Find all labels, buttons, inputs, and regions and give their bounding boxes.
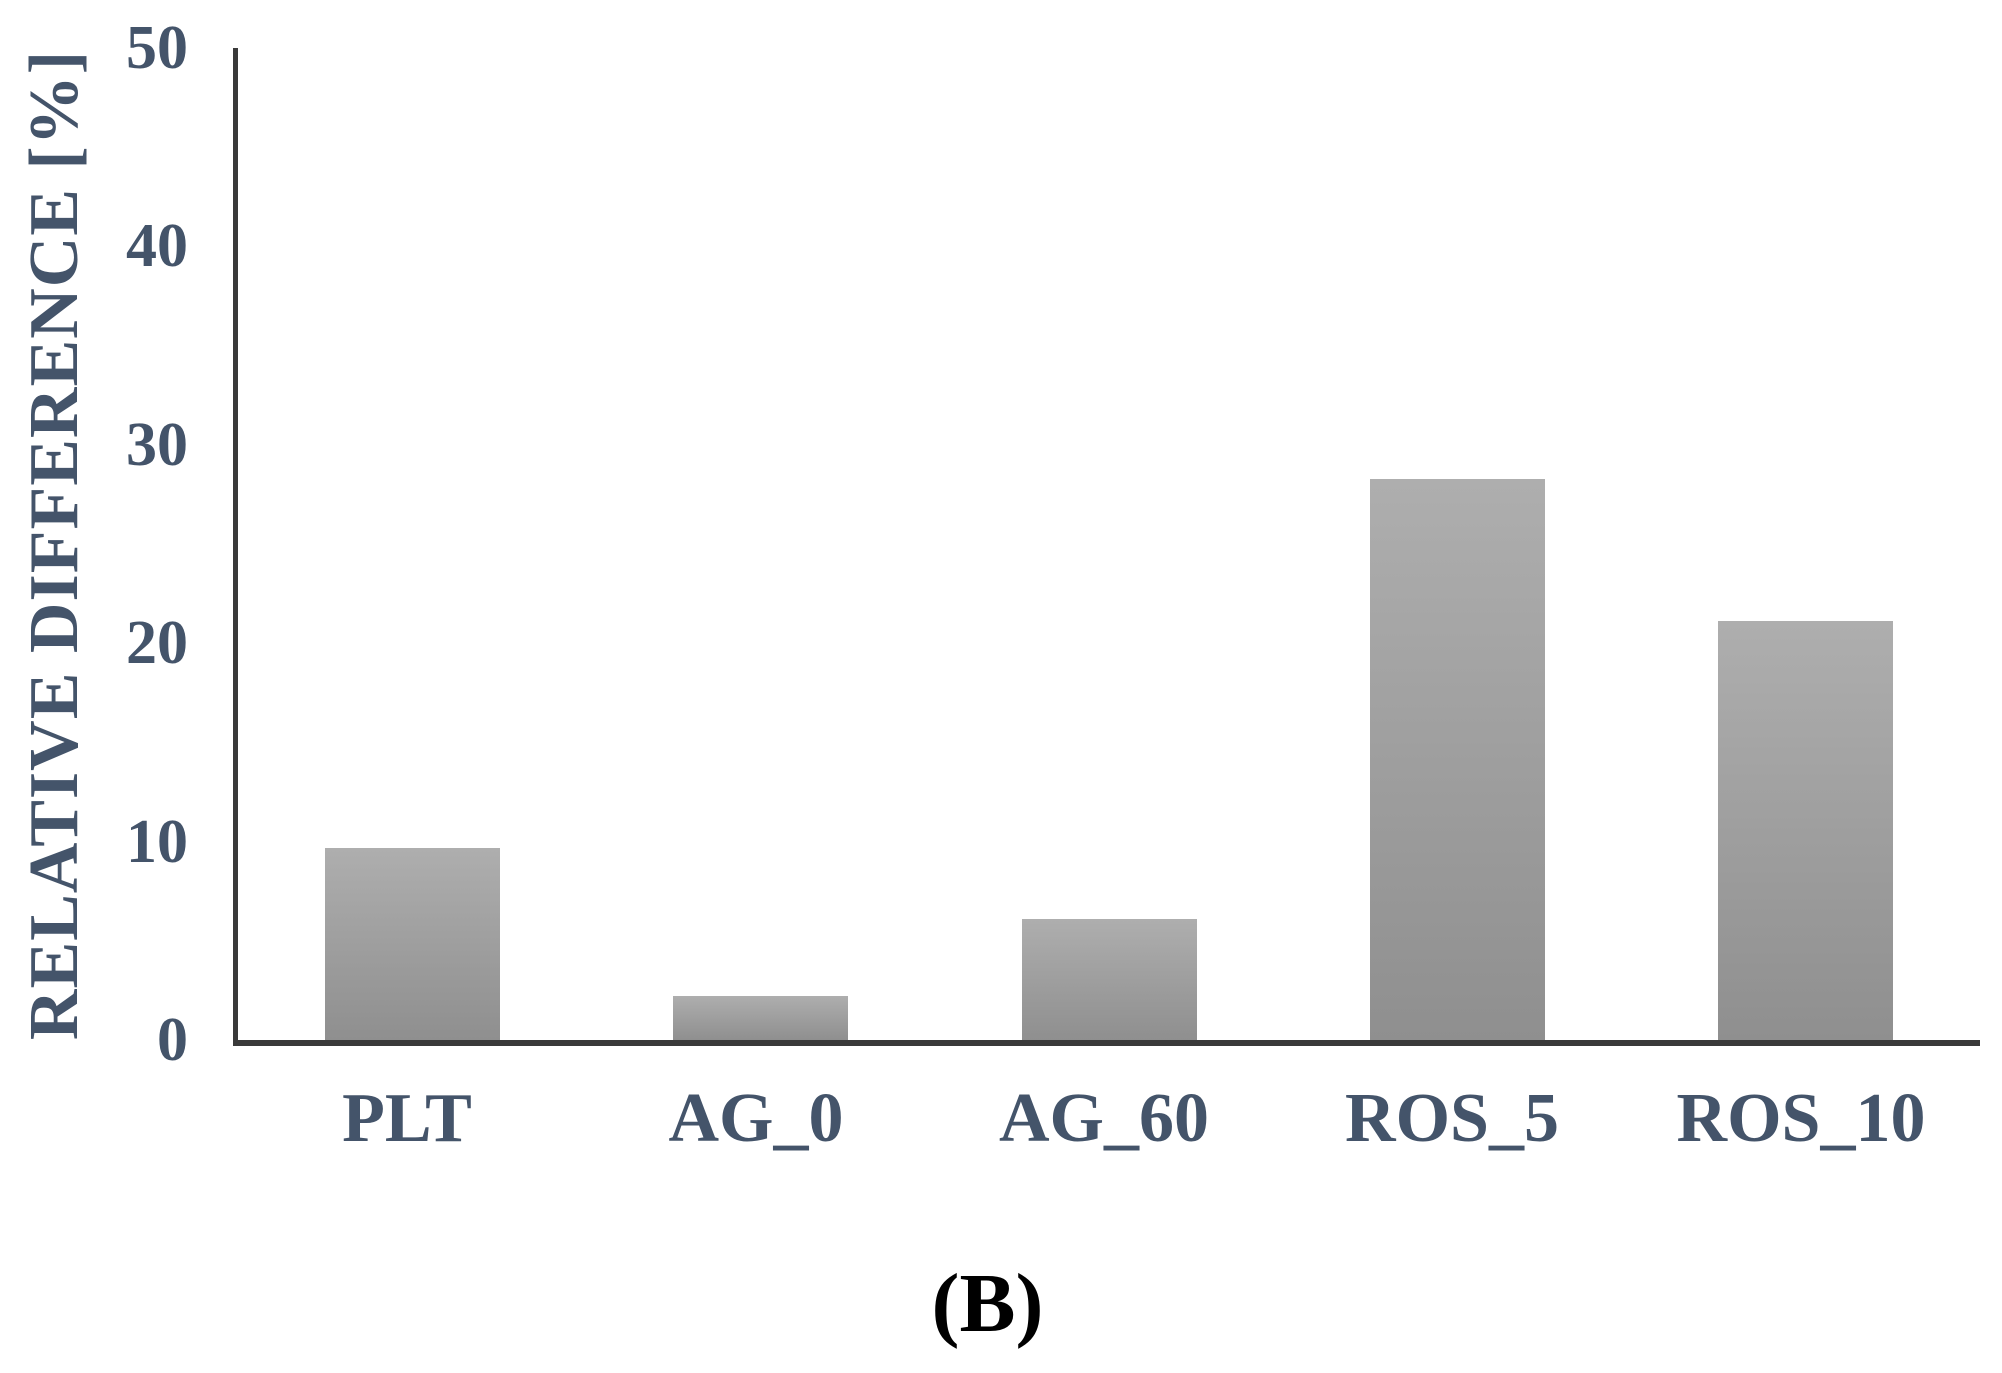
x-category-label-AG_0: AG_0	[668, 1080, 844, 1157]
bar-AG_60	[1022, 919, 1197, 1040]
y-tick-label-20: 20	[126, 609, 188, 677]
y-tick-label-30: 30	[126, 411, 188, 479]
y-tick-label-40: 40	[126, 212, 188, 280]
y-tick-label-0: 0	[157, 1006, 188, 1074]
x-category-label-ROS_5: ROS_5	[1345, 1080, 1559, 1157]
x-category-label-PLT: PLT	[342, 1080, 472, 1157]
x-category-label-AG_60: AG_60	[999, 1080, 1209, 1157]
y-tick-label-10: 10	[126, 808, 188, 876]
y-axis-title: RELATIVE DIFFERENCE [%]	[16, 49, 93, 1041]
plot-area	[233, 48, 1980, 1046]
y-tick-label-50: 50	[126, 14, 188, 82]
bar-PLT	[325, 848, 500, 1040]
x-category-label-ROS_10: ROS_10	[1676, 1080, 1926, 1157]
bar-ROS_10	[1718, 621, 1893, 1040]
figure-panel-caption: (B)	[931, 1257, 1044, 1350]
bar-AG_0	[673, 996, 848, 1040]
bar-ROS_5	[1370, 479, 1545, 1040]
